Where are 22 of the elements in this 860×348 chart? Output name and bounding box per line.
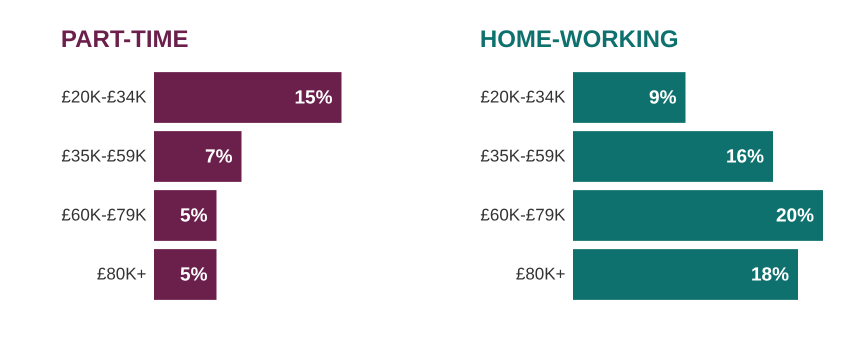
y-tick-label: £80K+ — [96, 264, 147, 284]
data-label: 16% — [726, 146, 764, 168]
y-tick-label: £20K-£34K — [480, 88, 566, 106]
chart-title: PART-TIME — [60, 26, 188, 53]
y-tick-label: £20K-£34K — [61, 88, 148, 106]
data-label: 7% — [205, 146, 233, 168]
data-label: 18% — [750, 264, 790, 286]
data-label: 9% — [649, 88, 677, 108]
data-label: 15% — [294, 88, 333, 108]
chart-title: HOME-WORKING — [480, 26, 679, 53]
y-tick-label: £35K-£59K — [61, 146, 148, 166]
y-tick-label: £60K-£79K — [61, 206, 148, 224]
data-label: 5% — [180, 264, 208, 286]
bar — [573, 131, 773, 182]
y-tick-label: £60K-£79K — [480, 206, 566, 224]
bar — [573, 72, 686, 123]
data-label: 20% — [776, 206, 814, 226]
y-tick-label: £35K-£59K — [480, 146, 566, 166]
bar — [573, 190, 823, 241]
y-tick-label: £80K+ — [516, 264, 566, 284]
bar — [573, 249, 798, 300]
data-label: 5% — [180, 206, 208, 226]
